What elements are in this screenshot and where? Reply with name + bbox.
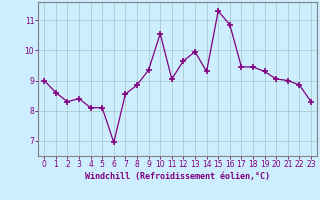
X-axis label: Windchill (Refroidissement éolien,°C): Windchill (Refroidissement éolien,°C) (85, 172, 270, 181)
